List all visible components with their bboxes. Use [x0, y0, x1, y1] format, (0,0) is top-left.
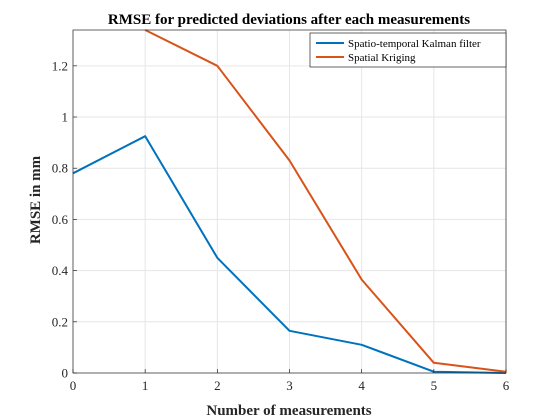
- legend-label-kalman: Spatio-temporal Kalman filter: [348, 38, 481, 50]
- legend-box: [309, 32, 507, 68]
- y-tick-label: 0: [62, 366, 69, 381]
- y-tick-label: 0.4: [52, 263, 69, 278]
- axis-ticks: 0 1 2 3 4 5 6 0 0.2 0.4 0.6 0.8 1 1.2: [52, 58, 510, 393]
- x-tick-label: 0: [70, 378, 77, 393]
- legend: Spatio-temporal Kalman filter Spatial Kr…: [309, 32, 507, 68]
- chart-title: RMSE for predicted deviations after each…: [108, 12, 470, 28]
- x-tick-label: 3: [286, 378, 293, 393]
- y-tick-label: 1: [62, 110, 69, 125]
- series-line-kriging: [144, 29, 507, 373]
- y-tick-label: 0.2: [52, 314, 68, 329]
- x-tick-label: 6: [503, 378, 510, 393]
- legend-label-kriging: Spatial Kriging: [348, 52, 416, 64]
- x-tick-label: 1: [142, 378, 149, 393]
- x-tick-label: 4: [358, 378, 365, 393]
- y-axis-label: RMSE in mm: [28, 155, 44, 244]
- legend-entry-kriging: Spatial Kriging: [316, 52, 416, 64]
- x-tick-label: 2: [214, 378, 221, 393]
- y-tick-label: 0.8: [52, 161, 68, 176]
- legend-entry-kalman: Spatio-temporal Kalman filter: [316, 38, 481, 50]
- x-axis-label: Number of measurements: [206, 403, 371, 419]
- y-tick-label: 1.2: [52, 58, 68, 73]
- y-tick-label: 0.6: [52, 212, 69, 227]
- x-tick-label: 5: [431, 378, 438, 393]
